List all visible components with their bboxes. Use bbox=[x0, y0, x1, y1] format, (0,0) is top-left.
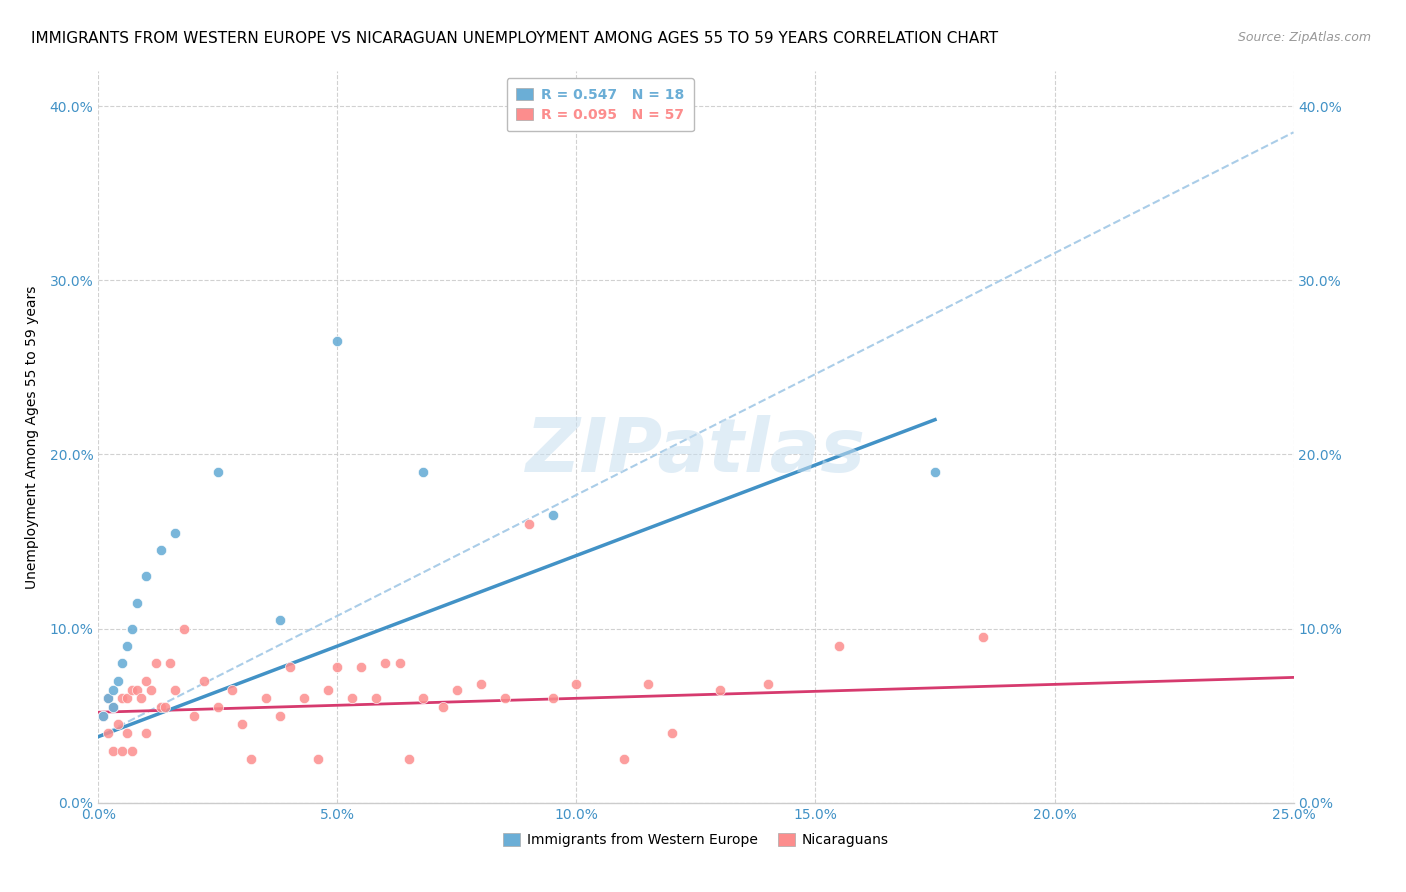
Point bbox=[207, 700, 229, 714]
Point bbox=[541, 508, 564, 523]
Legend: Immigrants from Western Europe, Nicaraguans: Immigrants from Western Europe, Nicaragu… bbox=[496, 827, 896, 855]
Point bbox=[221, 682, 243, 697]
Point bbox=[412, 465, 434, 479]
Point bbox=[446, 682, 468, 697]
Point bbox=[145, 657, 167, 671]
Text: Source: ZipAtlas.com: Source: ZipAtlas.com bbox=[1237, 31, 1371, 45]
Y-axis label: Unemployment Among Ages 55 to 59 years: Unemployment Among Ages 55 to 59 years bbox=[24, 285, 38, 589]
Point bbox=[139, 682, 162, 697]
Point bbox=[111, 743, 134, 757]
Point bbox=[163, 682, 186, 697]
Point bbox=[135, 569, 157, 583]
Point bbox=[972, 631, 994, 645]
Point bbox=[97, 691, 120, 706]
Point bbox=[111, 691, 134, 706]
Point bbox=[121, 622, 143, 636]
Point bbox=[125, 682, 148, 697]
Point bbox=[207, 465, 229, 479]
Point bbox=[326, 660, 349, 674]
Point bbox=[756, 677, 779, 691]
Point bbox=[101, 682, 124, 697]
Point bbox=[517, 517, 540, 532]
Point bbox=[709, 682, 731, 697]
Point bbox=[269, 613, 291, 627]
Point bbox=[541, 691, 564, 706]
Point bbox=[494, 691, 516, 706]
Point bbox=[350, 660, 373, 674]
Point bbox=[278, 660, 301, 674]
Point bbox=[193, 673, 215, 688]
Point bbox=[107, 673, 129, 688]
Point bbox=[135, 673, 157, 688]
Point bbox=[101, 700, 124, 714]
Point bbox=[121, 743, 143, 757]
Point bbox=[412, 691, 434, 706]
Point bbox=[149, 700, 172, 714]
Point bbox=[307, 752, 329, 766]
Point bbox=[101, 700, 124, 714]
Point bbox=[269, 708, 291, 723]
Point bbox=[97, 726, 120, 740]
Point bbox=[155, 700, 177, 714]
Point bbox=[121, 682, 143, 697]
Point bbox=[101, 743, 124, 757]
Point bbox=[125, 595, 148, 609]
Point bbox=[115, 691, 138, 706]
Point bbox=[231, 717, 253, 731]
Point bbox=[240, 752, 263, 766]
Point bbox=[316, 682, 339, 697]
Point bbox=[115, 726, 138, 740]
Point bbox=[183, 708, 205, 723]
Point bbox=[470, 677, 492, 691]
Point bbox=[364, 691, 387, 706]
Point bbox=[91, 708, 114, 723]
Point bbox=[131, 691, 153, 706]
Point bbox=[388, 657, 411, 671]
Point bbox=[565, 677, 588, 691]
Point bbox=[374, 657, 396, 671]
Point bbox=[173, 622, 195, 636]
Text: IMMIGRANTS FROM WESTERN EUROPE VS NICARAGUAN UNEMPLOYMENT AMONG AGES 55 TO 59 YE: IMMIGRANTS FROM WESTERN EUROPE VS NICARA… bbox=[31, 31, 998, 46]
Text: ZIPatlas: ZIPatlas bbox=[526, 415, 866, 488]
Point bbox=[135, 726, 157, 740]
Point bbox=[661, 726, 683, 740]
Point bbox=[149, 543, 172, 558]
Point bbox=[163, 525, 186, 540]
Point bbox=[292, 691, 315, 706]
Point bbox=[637, 677, 659, 691]
Point bbox=[159, 657, 181, 671]
Point bbox=[91, 708, 114, 723]
Point bbox=[254, 691, 277, 706]
Point bbox=[432, 700, 454, 714]
Point bbox=[326, 334, 349, 349]
Point bbox=[613, 752, 636, 766]
Point bbox=[111, 657, 134, 671]
Point bbox=[115, 639, 138, 653]
Point bbox=[924, 465, 946, 479]
Point bbox=[97, 691, 120, 706]
Point bbox=[340, 691, 363, 706]
Point bbox=[107, 717, 129, 731]
Point bbox=[398, 752, 420, 766]
Point bbox=[828, 639, 851, 653]
